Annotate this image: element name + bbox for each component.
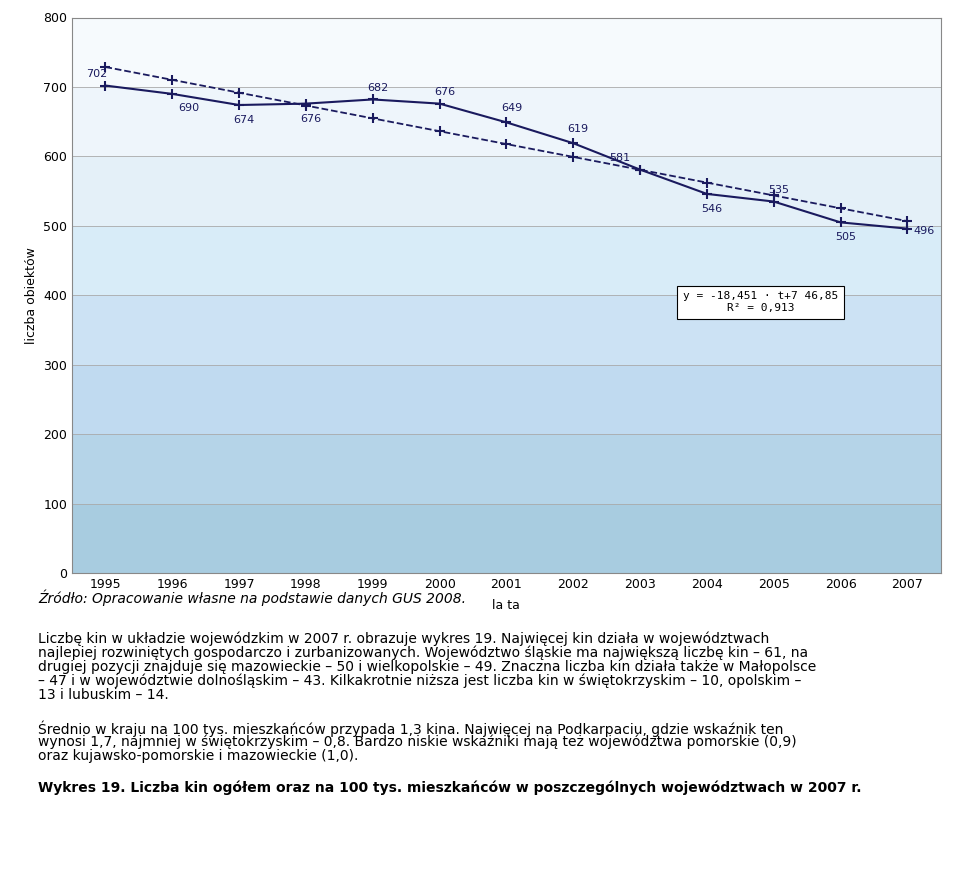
Text: y = -18,451 · t+7 46,85
R² = 0,913: y = -18,451 · t+7 46,85 R² = 0,913 — [683, 291, 838, 313]
Text: 619: 619 — [567, 124, 588, 134]
Bar — [72, 434, 941, 504]
Bar — [72, 157, 941, 226]
Text: 682: 682 — [367, 83, 389, 93]
Text: 546: 546 — [702, 204, 723, 214]
Bar — [72, 87, 941, 157]
Text: Liczbę kin w układzie wojewódzkim w 2007 r. obrazuje wykres 19. Najwięcej kin dz: Liczbę kin w układzie wojewódzkim w 2007… — [38, 631, 770, 646]
Y-axis label: liczba obiektów: liczba obiektów — [25, 247, 37, 344]
Bar — [72, 295, 941, 365]
Bar — [72, 504, 941, 573]
Text: – 47 i w województwie dolnośląskim – 43. Kilkakrotnie niższa jest liczba kin w ś: – 47 i w województwie dolnośląskim – 43.… — [38, 674, 802, 689]
Text: Źródło: Opracowanie własne na podstawie danych GUS 2008.: Źródło: Opracowanie własne na podstawie … — [38, 590, 467, 605]
Text: Średnio w kraju na 100 tys. mieszkańców przypada 1,3 kina. Najwięcej na Podkarpa: Średnio w kraju na 100 tys. mieszkańców … — [38, 720, 783, 737]
Text: Wykres 19. Liczba kin ogółem oraz na 100 tys. mieszkańców w poszczególnych wojew: Wykres 19. Liczba kin ogółem oraz na 100… — [38, 781, 862, 795]
X-axis label: la ta: la ta — [492, 599, 520, 612]
Text: 702: 702 — [86, 69, 108, 80]
Text: 13 i lubuskim – 14.: 13 i lubuskim – 14. — [38, 688, 169, 702]
Text: 674: 674 — [233, 116, 254, 125]
Text: 676: 676 — [434, 88, 455, 97]
Text: 649: 649 — [501, 103, 522, 113]
Text: 690: 690 — [178, 102, 199, 113]
Text: drugiej pozycji znajduje się mazowieckie – 50 i wielkopolskie – 49. Znaczna licz: drugiej pozycji znajduje się mazowieckie… — [38, 660, 817, 674]
Bar — [72, 18, 941, 87]
Text: 676: 676 — [300, 114, 322, 123]
Text: 496: 496 — [913, 227, 934, 236]
Bar — [72, 365, 941, 434]
Text: najlepiej rozwiniętych gospodarczo i zurbanizowanych. Województwo śląskie ma naj: najlepiej rozwiniętych gospodarczo i zur… — [38, 646, 808, 660]
Text: 581: 581 — [610, 153, 631, 164]
Text: 535: 535 — [768, 186, 789, 195]
Text: oraz kujawsko-pomorskie i mazowieckie (1,0).: oraz kujawsko-pomorskie i mazowieckie (1… — [38, 749, 359, 763]
Text: 505: 505 — [835, 233, 856, 242]
Text: wynosi 1,7, najmniej w świętokrzyskim – 0,8. Bardzo niskie wskaźniki mają też wo: wynosi 1,7, najmniej w świętokrzyskim – … — [38, 735, 797, 749]
Bar — [72, 226, 941, 295]
